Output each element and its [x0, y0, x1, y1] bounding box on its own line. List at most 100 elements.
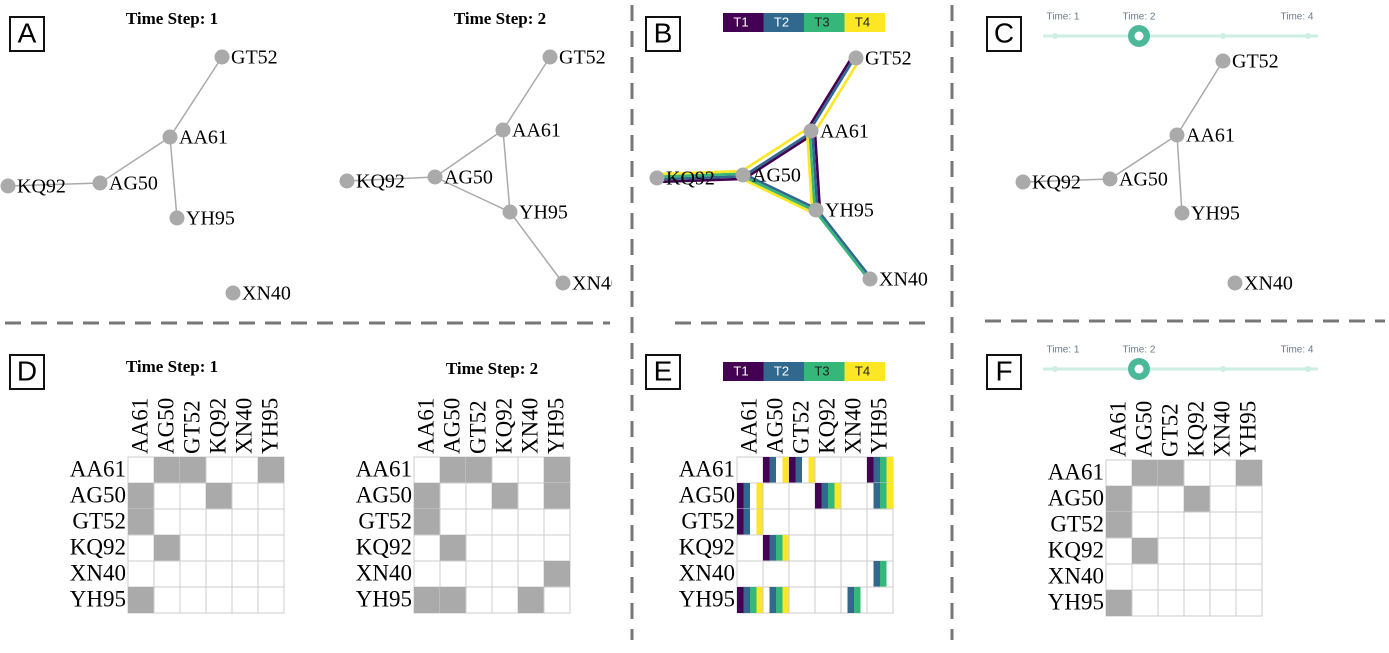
matrix-cell: [1157, 537, 1185, 565]
matrix-cell-filled: [518, 587, 544, 613]
matrix-cell: [788, 560, 816, 588]
matrix-cell-filled: [414, 587, 440, 613]
matrix-cell: [179, 508, 207, 536]
matrix-cell-filled: [128, 483, 154, 509]
matrix-cell: [231, 482, 259, 510]
matrix-cell: [257, 534, 285, 562]
legend-label: T3: [814, 14, 829, 29]
matrix-cell: [413, 560, 441, 588]
edge: [1109, 134, 1178, 180]
matrix-cell: [127, 534, 155, 562]
matrix-cell-filled: [466, 457, 492, 483]
legend-label: T2: [774, 14, 789, 29]
matrix-cell: [543, 534, 571, 562]
matrix-cell-filled: [1106, 486, 1132, 512]
edge: [346, 176, 436, 182]
matrix-col-label: XN40: [840, 398, 865, 454]
matrix-row-label: XN40: [356, 560, 412, 585]
node-label: AG50: [444, 167, 493, 189]
legend-swatch: [763, 13, 804, 32]
edge-timestep: [813, 59, 861, 134]
matrix-cell: [1235, 589, 1263, 617]
edge-timestep: [805, 131, 814, 211]
matrix-cell: [517, 534, 545, 562]
matrix-cell-filled: [206, 483, 232, 509]
matrix-cell-stripe: [769, 587, 776, 613]
node-label: KQ92: [17, 176, 66, 198]
matrix-cell-stripe: [737, 587, 744, 613]
matrix-row-label: KQ92: [679, 534, 735, 559]
matrix-cell: [736, 534, 764, 562]
matrix-cell: [205, 560, 233, 588]
matrix-cell: [788, 482, 816, 510]
matrix-cell: [1209, 563, 1237, 591]
matrix-cell-stripe: [750, 587, 757, 613]
matrix-row-label: GT52: [72, 508, 126, 533]
matrix-cell: [1209, 459, 1237, 487]
matrix-cell: [1183, 511, 1211, 539]
matrix-cell: [1105, 563, 1133, 591]
matrix-cell: [866, 586, 894, 614]
time-step-title: Time Step: 2: [446, 359, 538, 378]
node: [0, 178, 16, 194]
matrix-cell: [439, 560, 467, 588]
matrix-cell-filled: [1106, 512, 1132, 538]
matrix-cell: [788, 586, 816, 614]
panel-label: B: [654, 17, 673, 48]
matrix-cell: [205, 586, 233, 614]
node-label: GT52: [1232, 51, 1279, 73]
matrix-cell: [153, 560, 181, 588]
matrix-cell-filled: [414, 509, 440, 535]
panel-label: D: [17, 355, 37, 386]
matrix-col-label: GT52: [1157, 403, 1182, 457]
edge-timestep: [741, 174, 817, 213]
matrix-cell-stripe: [743, 509, 750, 535]
legend-swatch: [723, 362, 764, 381]
matrix-cell-filled: [258, 457, 284, 483]
edge-timestep: [657, 174, 744, 181]
edge-timestep: [813, 130, 822, 210]
edge: [1176, 134, 1183, 214]
matrix-cell: [814, 456, 842, 484]
matrix-cell-filled: [154, 457, 180, 483]
matrix-col-label: YH95: [866, 398, 891, 454]
matrix-cell: [840, 534, 868, 562]
legend-label: T1: [733, 363, 748, 378]
matrix-cell-stripe: [782, 535, 789, 561]
matrix-cell-filled: [1132, 460, 1158, 486]
matrix-cell: [491, 586, 519, 614]
node-link-graph: AA61 AG50 GT52 KQ92 XN40 YH95: [649, 48, 928, 291]
edge: [7, 182, 101, 187]
matrix-row-label: GT52: [358, 508, 412, 533]
matrix-cell-filled: [180, 457, 206, 483]
matrix-cell-stripe: [834, 483, 841, 509]
node-label: AG50: [752, 165, 801, 187]
legend-label: T3: [814, 363, 829, 378]
edge: [502, 129, 511, 213]
matrix-cell: [517, 482, 545, 510]
matrix-cell-stripe: [769, 535, 776, 561]
matrix-col-label: AG50: [762, 398, 787, 454]
matrix-cell-stripe: [867, 457, 874, 483]
matrix-cell: [788, 508, 816, 536]
matrix-cell: [814, 560, 842, 588]
matrix-cell: [257, 508, 285, 536]
panel-label-box: [645, 16, 681, 52]
slider-stop: [1052, 33, 1058, 39]
matrix-cell: [543, 508, 571, 536]
matrix-cell: [814, 534, 842, 562]
matrix-col-label: YH95: [1235, 401, 1260, 457]
matrix-cell: [840, 456, 868, 484]
time-step-title: Time Step: 2: [454, 9, 546, 28]
matrix-cell: [1157, 511, 1185, 539]
node-label: XN40: [1244, 273, 1293, 295]
matrix-cell: [1131, 511, 1159, 539]
matrix-cell-filled: [1132, 538, 1158, 564]
matrix-col-label: AA61: [736, 398, 761, 454]
matrix-col-label: AA61: [1105, 401, 1130, 457]
matrix-row-label: XN40: [70, 560, 126, 585]
matrix-cell: [866, 508, 894, 536]
matrix-cell: [1105, 537, 1133, 565]
matrix-cell-filled: [1184, 486, 1210, 512]
